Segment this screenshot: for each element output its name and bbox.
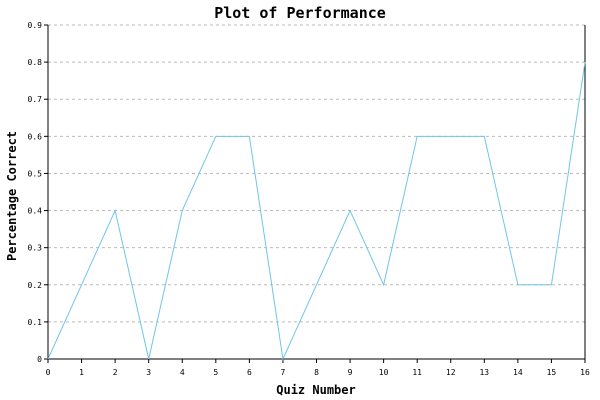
- x-tick-label: 5: [213, 368, 218, 377]
- x-tick-label: 2: [113, 368, 118, 377]
- x-tick-label: 11: [412, 368, 422, 377]
- x-tick-label: 13: [479, 368, 489, 377]
- x-tick-label: 1: [79, 368, 84, 377]
- y-tick-label: 0.9: [28, 21, 43, 30]
- y-tick-label: 0.7: [28, 95, 43, 104]
- y-tick-label: 0.3: [28, 244, 43, 253]
- x-tick-label: 8: [314, 368, 319, 377]
- grid: [48, 24, 585, 323]
- y-tick-label: 0.2: [28, 281, 43, 290]
- x-tick-label: 10: [379, 368, 389, 377]
- x-tick-label: 0: [46, 368, 51, 377]
- y-tick-label: 0.1: [28, 318, 43, 327]
- x-tick-label: 16: [580, 368, 590, 377]
- chart-title: Plot of Performance: [214, 4, 386, 22]
- x-tick-label: 14: [513, 368, 523, 377]
- y-axis-label: Percentage Correct: [5, 131, 19, 261]
- x-tick-label: 9: [348, 368, 353, 377]
- x-tick-label: 4: [180, 368, 185, 377]
- x-tick-label: 7: [281, 368, 286, 377]
- x-tick-label: 12: [446, 368, 456, 377]
- axes: [44, 24, 586, 363]
- tick-labels: 00.10.20.30.40.50.60.70.80.90 1 2 3 4 5 6 7 8 9 10…: [28, 21, 590, 377]
- x-tick-label: 15: [547, 368, 557, 377]
- x-axis-label: Quiz Number: [276, 383, 355, 397]
- x-tick-label: 3: [146, 368, 151, 377]
- y-tick-label: 0.8: [28, 58, 43, 67]
- y-tick-label: 0.6: [28, 132, 43, 141]
- y-tick-label: 0.5: [28, 169, 43, 178]
- y-tick-label: 0.4: [28, 207, 43, 216]
- series-layer: [47, 62, 586, 361]
- y-tick-label: 0: [37, 355, 42, 364]
- x-tick-label: 6: [247, 368, 252, 377]
